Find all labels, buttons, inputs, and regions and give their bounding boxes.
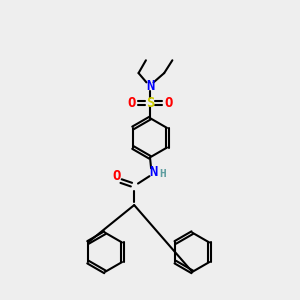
Text: H: H [159, 169, 166, 179]
Text: O: O [164, 96, 173, 110]
Text: O: O [127, 96, 136, 110]
Text: S: S [146, 96, 154, 110]
Text: N: N [146, 79, 154, 93]
Text: O: O [112, 169, 120, 183]
Text: N: N [149, 165, 158, 179]
